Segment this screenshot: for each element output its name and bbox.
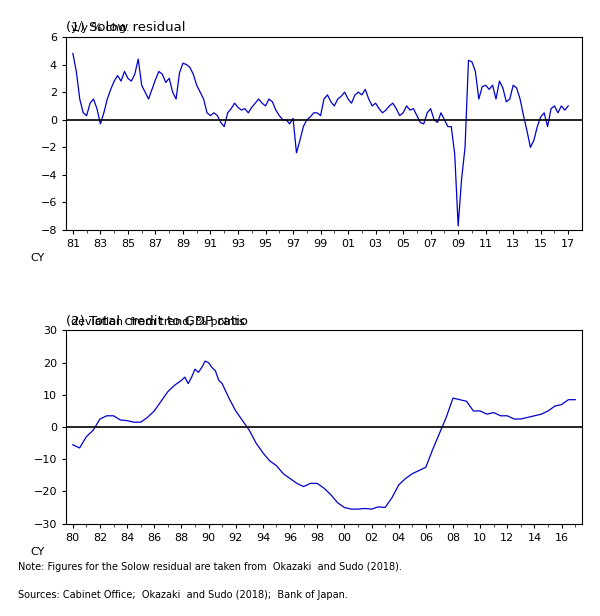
Text: deviation  from trend, % points: deviation from trend, % points	[71, 317, 245, 326]
Text: Sources: Cabinet Office;  Okazaki  and Sudo (2018);  Bank of Japan.: Sources: Cabinet Office; Okazaki and Sud…	[18, 590, 348, 599]
Text: (1) Solow residual: (1) Solow residual	[66, 22, 185, 34]
Text: (2) Total credit to GDP ratio: (2) Total credit to GDP ratio	[66, 315, 248, 328]
Text: CY: CY	[30, 253, 44, 263]
Text: Note: Figures for the Solow residual are taken from  Okazaki  and Sudo (2018).: Note: Figures for the Solow residual are…	[18, 562, 402, 572]
Text: y/y % chg.: y/y % chg.	[71, 23, 130, 33]
Text: CY: CY	[30, 547, 44, 557]
